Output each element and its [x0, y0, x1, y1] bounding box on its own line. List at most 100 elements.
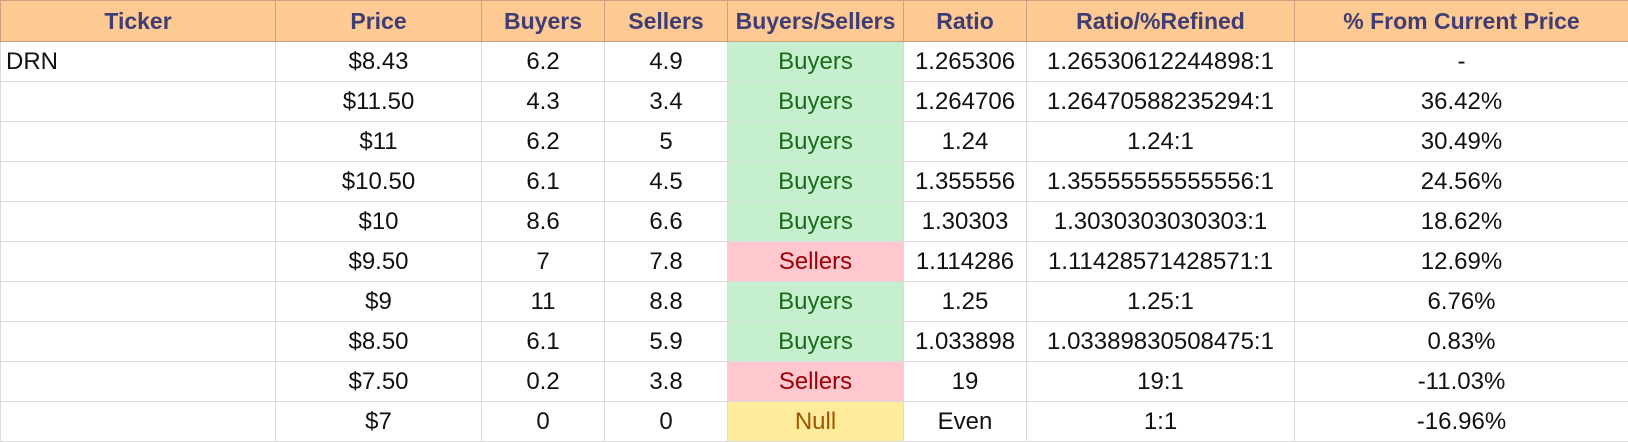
cell-sellers[interactable]: 0 [604, 401, 728, 442]
cell-ticker[interactable] [0, 281, 276, 322]
cell-ticker[interactable] [0, 321, 276, 362]
cell-pct-from-current[interactable]: 0.83% [1294, 321, 1628, 362]
cell-buyers[interactable]: 6.1 [481, 161, 605, 202]
cell-sellers[interactable]: 5.9 [604, 321, 728, 362]
table-row: $11.50 4.3 3.4 Buyers 1.264706 1.264705882352… [0, 81, 1628, 122]
cell-ticker[interactable] [0, 201, 276, 242]
cell-ratio[interactable]: 1.033898 [903, 321, 1027, 362]
cell-ticker[interactable] [0, 401, 276, 442]
cell-signal[interactable]: Buyers [727, 81, 904, 122]
cell-sellers[interactable]: 4.9 [604, 41, 728, 82]
cell-ratio[interactable]: 1.30303 [903, 201, 1027, 242]
table-body: DRN $8.43 6.2 4.9 Buyers 1.265306 1.2653061224… [0, 41, 1628, 442]
cell-buyers[interactable]: 7 [481, 241, 605, 282]
cell-ratio-refined[interactable]: 1.26530612244898:1 [1026, 41, 1295, 82]
cell-pct-from-current[interactable]: -16.96% [1294, 401, 1628, 442]
header-pct-from-current[interactable]: % From Current Price [1294, 0, 1628, 42]
cell-signal[interactable]: Buyers [727, 161, 904, 202]
cell-signal[interactable]: Sellers [727, 241, 904, 282]
cell-signal[interactable]: Sellers [727, 361, 904, 402]
cell-ticker[interactable] [0, 81, 276, 122]
header-buyers-sellers[interactable]: Buyers/Sellers [727, 0, 904, 42]
header-ticker[interactable]: Ticker [0, 0, 276, 42]
cell-ratio[interactable]: 1.264706 [903, 81, 1027, 122]
cell-sellers[interactable]: 7.8 [604, 241, 728, 282]
cell-price[interactable]: $7 [275, 401, 482, 442]
header-ratio[interactable]: Ratio [903, 0, 1027, 42]
cell-ratio-refined[interactable]: 1:1 [1026, 401, 1295, 442]
cell-price[interactable]: $8.50 [275, 321, 482, 362]
header-ratio-refined[interactable]: Ratio/%Refined [1026, 0, 1295, 42]
cell-ticker[interactable] [0, 361, 276, 402]
cell-ticker[interactable]: DRN [0, 41, 276, 82]
cell-signal[interactable]: Buyers [727, 121, 904, 162]
cell-buyers[interactable]: 11 [481, 281, 605, 322]
cell-buyers[interactable]: 4.3 [481, 81, 605, 122]
cell-signal[interactable]: Null [727, 401, 904, 442]
cell-price[interactable]: $10 [275, 201, 482, 242]
cell-sellers[interactable]: 8.8 [604, 281, 728, 322]
header-buyers[interactable]: Buyers [481, 0, 605, 42]
cell-ratio[interactable]: 1.114286 [903, 241, 1027, 282]
table-row: $10.50 6.1 4.5 Buyers 1.355556 1.355555555555… [0, 161, 1628, 202]
cell-buyers[interactable]: 0.2 [481, 361, 605, 402]
cell-price[interactable]: $8.43 [275, 41, 482, 82]
cell-ratio[interactable]: 1.355556 [903, 161, 1027, 202]
cell-ratio-refined[interactable]: 1.11428571428571:1 [1026, 241, 1295, 282]
cell-sellers[interactable]: 3.8 [604, 361, 728, 402]
cell-buyers[interactable]: 8.6 [481, 201, 605, 242]
cell-ratio[interactable]: 1.25 [903, 281, 1027, 322]
cell-ticker[interactable] [0, 161, 276, 202]
cell-pct-from-current[interactable]: - [1294, 41, 1628, 82]
cell-signal[interactable]: Buyers [727, 281, 904, 322]
table-row: $11 6.2 5 Buyers 1.24 1.24:1 30.49% [0, 121, 1628, 162]
cell-price[interactable]: $9.50 [275, 241, 482, 282]
cell-ratio-refined[interactable]: 1.24:1 [1026, 121, 1295, 162]
cell-pct-from-current[interactable]: 30.49% [1294, 121, 1628, 162]
cell-ratio-refined[interactable]: 19:1 [1026, 361, 1295, 402]
cell-ratio[interactable]: 19 [903, 361, 1027, 402]
header-price[interactable]: Price [275, 0, 482, 42]
table-row: $10 8.6 6.6 Buyers 1.30303 1.3030303030303:1 1… [0, 201, 1628, 242]
cell-sellers[interactable]: 6.6 [604, 201, 728, 242]
cell-ticker[interactable] [0, 121, 276, 162]
cell-pct-from-current[interactable]: 24.56% [1294, 161, 1628, 202]
cell-ratio-refined[interactable]: 1.25:1 [1026, 281, 1295, 322]
cell-price[interactable]: $9 [275, 281, 482, 322]
cell-pct-from-current[interactable]: -11.03% [1294, 361, 1628, 402]
cell-ratio[interactable]: Even [903, 401, 1027, 442]
table-row: DRN $8.43 6.2 4.9 Buyers 1.265306 1.2653061224… [0, 41, 1628, 82]
table-row: $7.50 0.2 3.8 Sellers 19 19:1 -11.03% [0, 361, 1628, 402]
cell-buyers[interactable]: 6.2 [481, 121, 605, 162]
cell-price[interactable]: $10.50 [275, 161, 482, 202]
cell-ratio-refined[interactable]: 1.3030303030303:1 [1026, 201, 1295, 242]
cell-buyers[interactable]: 6.2 [481, 41, 605, 82]
cell-price[interactable]: $11 [275, 121, 482, 162]
table-row: $9 11 8.8 Buyers 1.25 1.25:1 6.76% [0, 281, 1628, 322]
cell-price[interactable]: $11.50 [275, 81, 482, 122]
cell-signal[interactable]: Buyers [727, 41, 904, 82]
table-row: $8.50 6.1 5.9 Buyers 1.033898 1.0338983050847… [0, 321, 1628, 362]
cell-sellers[interactable]: 3.4 [604, 81, 728, 122]
cell-buyers[interactable]: 6.1 [481, 321, 605, 362]
cell-signal[interactable]: Buyers [727, 201, 904, 242]
cell-price[interactable]: $7.50 [275, 361, 482, 402]
cell-ratio-refined[interactable]: 1.03389830508475:1 [1026, 321, 1295, 362]
header-sellers[interactable]: Sellers [604, 0, 728, 42]
cell-sellers[interactable]: 5 [604, 121, 728, 162]
cell-signal[interactable]: Buyers [727, 321, 904, 362]
cell-pct-from-current[interactable]: 6.76% [1294, 281, 1628, 322]
cell-pct-from-current[interactable]: 36.42% [1294, 81, 1628, 122]
cell-sellers[interactable]: 4.5 [604, 161, 728, 202]
table-row: $9.50 7 7.8 Sellers 1.114286 1.11428571428571… [0, 241, 1628, 282]
cell-ratio[interactable]: 1.265306 [903, 41, 1027, 82]
cell-buyers[interactable]: 0 [481, 401, 605, 442]
cell-ticker[interactable] [0, 241, 276, 282]
cell-pct-from-current[interactable]: 18.62% [1294, 201, 1628, 242]
cell-ratio[interactable]: 1.24 [903, 121, 1027, 162]
cell-pct-from-current[interactable]: 12.69% [1294, 241, 1628, 282]
cell-ratio-refined[interactable]: 1.35555555555556:1 [1026, 161, 1295, 202]
cell-ratio-refined[interactable]: 1.26470588235294:1 [1026, 81, 1295, 122]
